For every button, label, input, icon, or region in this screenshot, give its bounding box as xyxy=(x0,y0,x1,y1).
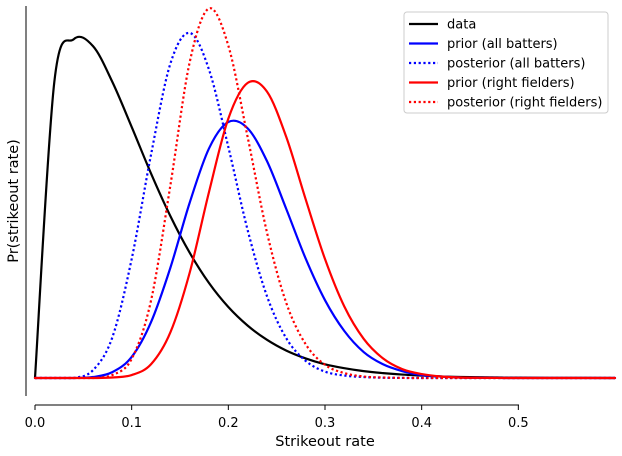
x-tick-label: 0.2 xyxy=(218,416,239,431)
series-line-4 xyxy=(34,7,615,380)
legend: data prior (all batters) posterior (all ba… xyxy=(403,11,609,114)
plot-lines xyxy=(33,7,617,380)
legend-label: prior (right fielders) xyxy=(447,76,575,91)
x-axis-label: Strikeout rate xyxy=(275,434,375,450)
x-tick-label: 0.0 xyxy=(25,416,46,431)
x-tick-label: 0.3 xyxy=(315,416,336,431)
legend-label: prior (all batters) xyxy=(447,37,558,52)
legend-label: posterior (all batters) xyxy=(447,57,585,72)
series-line-1 xyxy=(33,119,617,380)
x-ticks: 0.0 0.1 0.2 0.3 0.4 0.5 xyxy=(25,405,529,431)
legend-label: data xyxy=(447,18,476,33)
series-line-3 xyxy=(33,79,617,380)
x-tick-label: 0.4 xyxy=(411,416,432,431)
legend-frame xyxy=(403,11,609,114)
y-axis-label: Pr(strikeout rate) xyxy=(6,139,22,263)
x-tick-label: 0.5 xyxy=(508,416,529,431)
legend-entries: data prior (all batters) posterior (all ba… xyxy=(409,18,602,111)
x-tick-label: 0.1 xyxy=(121,416,142,431)
legend-label: posterior (right fielders) xyxy=(447,96,602,111)
axes: 0.0 0.1 0.2 0.3 0.4 0.5 xyxy=(25,6,529,431)
